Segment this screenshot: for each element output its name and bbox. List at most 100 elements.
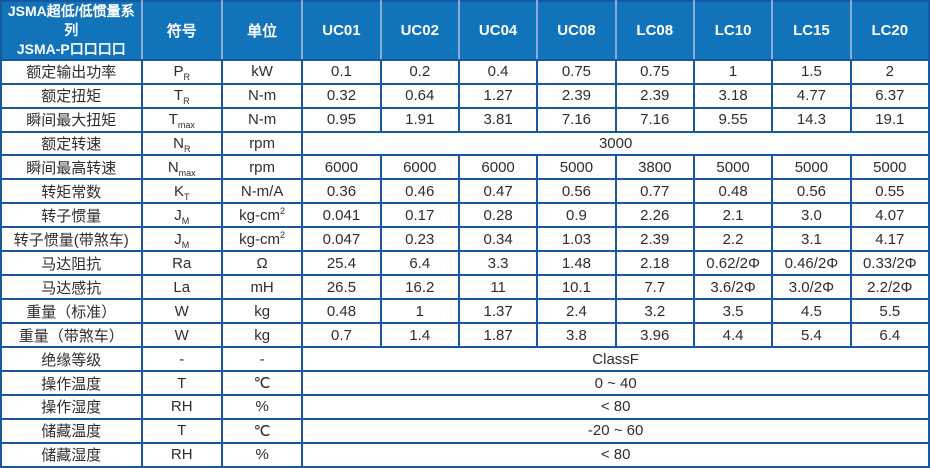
- spec-row: 操作温度 T ℃ 0 ~ 40: [0, 370, 930, 397]
- column-header-model-uc01: UC01: [301, 0, 382, 61]
- spec-row: 马达阻抗 Ra Ω 25.4 6.4 3.3 1.48 2.18 0.62/2Φ 0.46/2Φ 0…: [0, 250, 930, 277]
- symbol-cell: KT: [140, 178, 223, 205]
- unit-superscript: 2: [280, 229, 286, 240]
- unit-cell: kW: [220, 58, 304, 85]
- value-cell: 5000: [771, 154, 852, 181]
- row-label: 额定扭矩: [0, 82, 143, 109]
- value-cell: 3.96: [614, 322, 695, 349]
- merged-value-cell: -20 ~ 60: [301, 417, 930, 444]
- unit-cell: kg-cm2: [220, 202, 304, 229]
- header-row: JSMA超低/低惯量系列 JSMA-P口口口口 符号 单位 UC01 UC02 …: [0, 0, 930, 61]
- spec-row: 额定转速 NR rpm 3000: [0, 130, 930, 157]
- unit-cell: N-m: [220, 106, 304, 133]
- unit-cell: ℃: [220, 417, 304, 444]
- symbol-cell: JM: [140, 226, 223, 253]
- value-cell: 0.23: [379, 226, 460, 253]
- unit-cell: kg: [220, 298, 304, 325]
- row-label: 额定输出功率: [0, 58, 143, 85]
- series-title-cell: JSMA超低/低惯量系列 JSMA-P口口口口: [0, 0, 143, 61]
- spec-row: 操作湿度 RH% < 80: [0, 394, 930, 420]
- unit-superscript: 2: [280, 205, 286, 216]
- spec-row: 转矩常数 KT N-m/A 0.36 0.46 0.47 0.56 0.77 0.48 0.56 0…: [0, 178, 930, 205]
- value-cell: 0.77: [614, 178, 695, 205]
- value-cell: 7.7: [614, 274, 695, 301]
- merged-value-cell: ClassF: [301, 346, 930, 373]
- value-cell: 5000: [536, 154, 617, 181]
- value-cell: 0.4: [457, 58, 539, 85]
- value-cell: 9.55: [692, 106, 774, 133]
- spec-row: 转子惯量(带煞车) JM kg-cm2 0.047 0.23 0.34 1.03 2.39 2.…: [0, 226, 930, 253]
- row-label: 瞬间最大扭矩: [0, 106, 143, 133]
- unit-cell: -: [220, 346, 304, 373]
- symbol-cell: RH: [140, 394, 223, 420]
- merged-value-cell: < 80: [301, 441, 930, 468]
- merged-value-cell: 3000: [301, 130, 930, 157]
- value-cell: 0.33/2Φ: [849, 250, 930, 277]
- value-cell: 1.27: [457, 82, 539, 109]
- value-cell: 0.48: [301, 298, 382, 325]
- symbol-cell: PR: [140, 58, 223, 85]
- symbol-subscript: M: [181, 215, 190, 226]
- column-header-model-lc08: LC08: [614, 0, 695, 61]
- value-cell: 1: [692, 58, 774, 85]
- unit-cell: %: [220, 394, 304, 420]
- row-label: 重量（带煞车）: [0, 322, 143, 349]
- symbol-cell: T: [140, 370, 223, 397]
- unit-cell: mH: [220, 274, 304, 301]
- value-cell: 2.26: [614, 202, 695, 229]
- value-cell: 1.37: [457, 298, 539, 325]
- unit-cell: rpm: [220, 130, 304, 157]
- spec-row: 额定输出功率 PR kW 0.1 0.2 0.4 0.75 0.75 1 1.5 2: [0, 58, 930, 85]
- column-header-model-uc04: UC04: [457, 0, 539, 61]
- value-cell: 14.3: [771, 106, 852, 133]
- value-cell: 2.18: [614, 250, 695, 277]
- row-label: 储藏湿度: [0, 441, 143, 468]
- value-cell: 0.32: [301, 82, 382, 109]
- value-cell: 0.17: [379, 202, 460, 229]
- symbol-cell: Nmax: [140, 154, 223, 181]
- value-cell: 0.7: [301, 322, 382, 349]
- row-label: 操作温度: [0, 370, 143, 397]
- value-cell: 4.4: [692, 322, 774, 349]
- spec-row: 储藏温度 T ℃ -20 ~ 60: [0, 417, 930, 444]
- value-cell: 0.62/2Φ: [692, 250, 774, 277]
- value-cell: 1.03: [536, 226, 617, 253]
- value-cell: 1.48: [536, 250, 617, 277]
- unit-cell: %: [220, 441, 304, 468]
- symbol-cell: T: [140, 417, 223, 444]
- symbol-subscript: R: [183, 96, 190, 107]
- series-title-line1: JSMA超低/低惯量系列: [7, 3, 135, 38]
- value-cell: 5.5: [849, 298, 930, 325]
- value-cell: 0.9: [536, 202, 617, 229]
- value-cell: 3.0: [771, 202, 852, 229]
- value-cell: 7.16: [536, 106, 617, 133]
- value-cell: 3.0/2Φ: [771, 274, 852, 301]
- value-cell: 0.47: [457, 178, 539, 205]
- value-cell: 5.4: [771, 322, 852, 349]
- symbol-subscript: max: [177, 120, 195, 131]
- unit-cell: rpm: [220, 154, 304, 181]
- value-cell: 4.07: [849, 202, 930, 229]
- value-cell: 3.18: [692, 82, 774, 109]
- merged-value-cell: 0 ~ 40: [301, 370, 930, 397]
- value-cell: 26.5: [301, 274, 382, 301]
- value-cell: 0.36: [301, 178, 382, 205]
- value-cell: 0.56: [771, 178, 852, 205]
- symbol-cell: RH: [140, 441, 223, 468]
- column-header-model-lc20: LC20: [849, 0, 930, 61]
- value-cell: 0.56: [536, 178, 617, 205]
- value-cell: 25.4: [301, 250, 382, 277]
- value-cell: 3.3: [457, 250, 539, 277]
- value-cell: 2.2: [692, 226, 774, 253]
- column-header-model-uc08: UC08: [536, 0, 617, 61]
- symbol-cell: Ra: [140, 250, 223, 277]
- value-cell: 6000: [301, 154, 382, 181]
- symbol-subscript: M: [181, 239, 190, 250]
- column-header-model-uc02: UC02: [379, 0, 460, 61]
- value-cell: 1.87: [457, 322, 539, 349]
- symbol-cell: Tmax: [140, 106, 223, 133]
- spec-row: 额定扭矩 TR N-m 0.32 0.64 1.27 2.39 2.39 3.18 4.77 6.3…: [0, 82, 930, 109]
